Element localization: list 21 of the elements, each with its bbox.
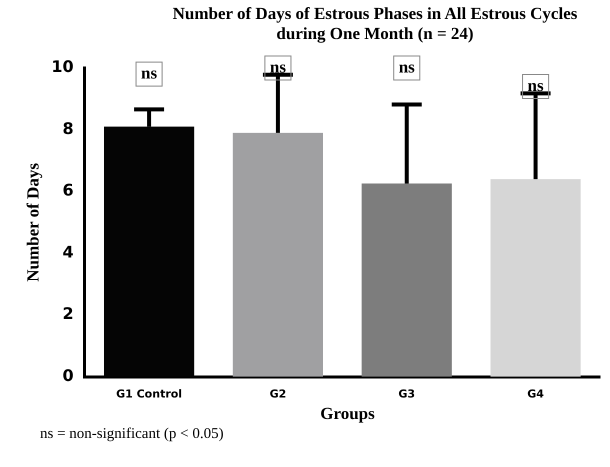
x-tick-label: G2 [270, 387, 286, 400]
y-tick-label: 10 [51, 57, 74, 76]
bar [362, 183, 452, 377]
bar [232, 132, 324, 377]
y-tick-label: 8 [62, 118, 74, 138]
y-tick-label: 6 [62, 180, 74, 200]
chart-title: Number of Days of Estrous Phases in All Estrous Cycles during One Month (n = 24) [172, 4, 578, 44]
x-tick-label: G3 [398, 387, 416, 400]
y-tick-label: 4 [62, 242, 74, 262]
annotation: ns [398, 57, 416, 76]
text: ns = non-significant (p < 0.05) [40, 426, 225, 443]
x-tick-label: G4 [527, 387, 544, 400]
x-axis-title: Groups [319, 404, 376, 424]
annotation: ns [141, 64, 158, 83]
bar [490, 179, 581, 377]
annotation: ns [528, 76, 544, 95]
y-tick-label: 2 [62, 304, 74, 324]
x-tick-label: G1 Control [116, 387, 182, 400]
annotation: ns [270, 57, 286, 76]
y-tick-label: 0 [62, 366, 74, 385]
y-axis-title: Number of Days [24, 162, 43, 282]
